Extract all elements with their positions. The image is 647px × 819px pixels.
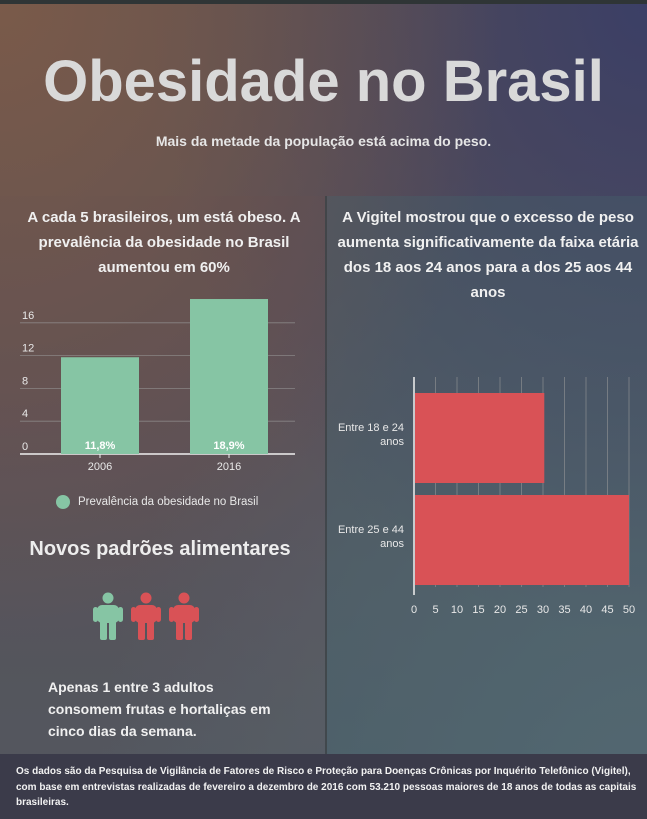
panel-divider [325, 196, 327, 754]
bar-age-group-2 [415, 495, 629, 585]
person-icon-red [131, 592, 161, 640]
legend-swatch [56, 495, 70, 509]
left-chart-heading: A cada 5 brasileiros, um está obeso. A p… [27, 209, 301, 276]
legend-label: Prevalência da obesidade no Brasil [78, 496, 259, 508]
person-icon-green [93, 592, 123, 640]
chart-legend: Prevalência da obesidade no Brasil [56, 495, 258, 509]
x-tick-label: 20 [494, 604, 506, 616]
fruit-note: Apenas 1 entre 3 adultos consomem frutas… [48, 679, 271, 739]
left-panel [0, 196, 325, 754]
y-tick-label: 4 [22, 408, 28, 420]
people-icons [92, 592, 200, 640]
y-tick-label: Entre 18 e 24 [338, 422, 404, 434]
data-label: 18,9% [213, 440, 244, 452]
top-strip [0, 0, 647, 4]
x-tick-label: 5 [432, 604, 438, 616]
bar-2016 [190, 299, 268, 454]
y-tick-label: 0 [22, 441, 28, 453]
x-tick-label: 10 [451, 604, 463, 616]
footer-text: Os dados são da Pesquisa de Vigilância d… [16, 766, 637, 808]
x-tick-label: 2016 [217, 461, 241, 473]
x-tick-label: 2006 [88, 461, 112, 473]
x-tick-label: 15 [472, 604, 484, 616]
data-label: 11,8% [85, 440, 116, 452]
page-subtitle: Mais da metade da população está acima d… [155, 133, 492, 149]
person-icon-red [169, 592, 199, 640]
section-title: Novos padrões alimentares [29, 538, 291, 560]
x-tick-label: 35 [558, 604, 570, 616]
y-tick-label: Entre 25 e 44 [338, 524, 404, 536]
y-tick-label: 16 [22, 310, 34, 322]
y-tick-label: 8 [22, 375, 28, 387]
right-chart-heading: A Vigitel mostrou que o excesso de peso … [337, 209, 639, 301]
x-tick-label: 40 [580, 604, 592, 616]
x-tick-label: 30 [537, 604, 549, 616]
obesity-bar-chart: 0 4 8 12 16 11,8% 2006 18,9% 2016 [20, 299, 295, 473]
x-tick-label: 25 [515, 604, 527, 616]
y-tick-label: anos [380, 436, 404, 448]
y-tick-label: 12 [22, 343, 34, 355]
y-tick-label: anos [380, 538, 404, 550]
bar-age-group-1 [415, 393, 545, 483]
x-tick-label: 50 [623, 604, 635, 616]
page-title: Obesidade no Brasil [43, 49, 604, 114]
bar-2006 [61, 357, 139, 454]
x-tick-label: 45 [601, 604, 613, 616]
x-tick-label: 0 [411, 604, 417, 616]
footer [0, 754, 647, 819]
age-group-bar-chart: 0 5 10 15 20 25 30 35 40 45 50 Entre 18 e 24 anos Ent… [338, 377, 635, 616]
